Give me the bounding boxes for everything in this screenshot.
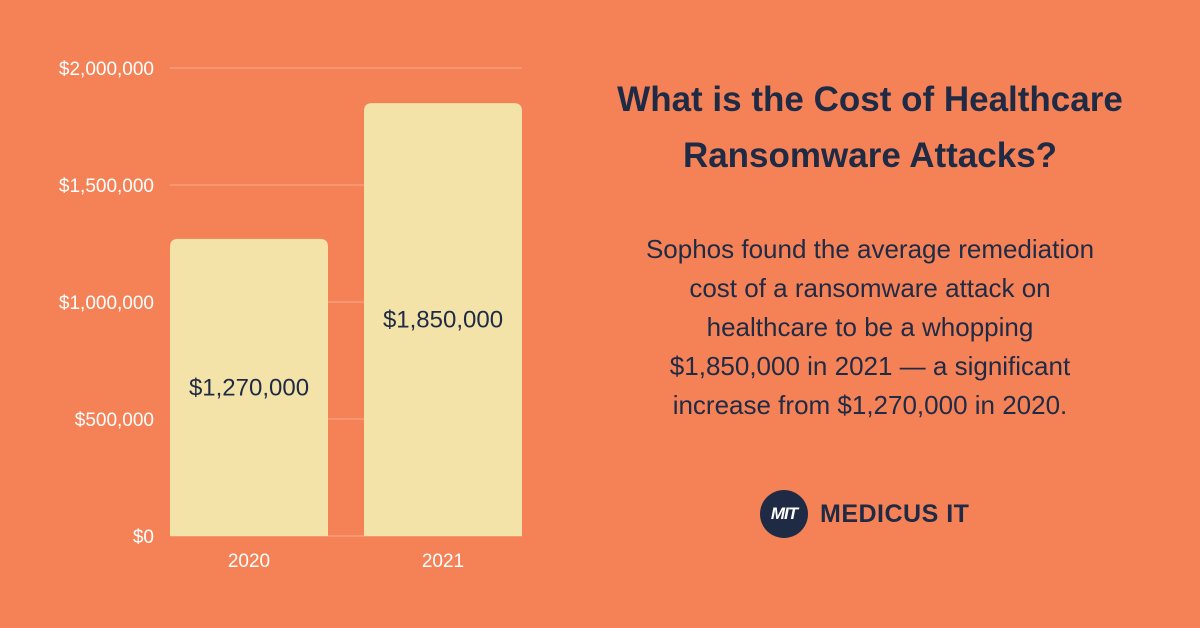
bar-value-label: $1,850,000 bbox=[383, 307, 503, 334]
page-title: What is the Cost of Healthcare Ransomwar… bbox=[560, 72, 1180, 184]
logo-mark-text: MIT bbox=[770, 504, 798, 523]
description-line: cost of a ransomware attack on bbox=[689, 273, 1051, 303]
x-axis-ticks: 2020 2021 bbox=[228, 551, 464, 572]
x-tick-label: 2021 bbox=[422, 551, 464, 572]
y-tick-label: $1,500,000 bbox=[59, 176, 154, 197]
y-tick-label: $500,000 bbox=[75, 410, 154, 431]
brand-name: MEDICUS IT bbox=[820, 499, 970, 528]
y-tick-label: $1,000,000 bbox=[59, 293, 154, 314]
y-tick-label: $2,000,000 bbox=[59, 59, 154, 80]
bar-chart: $0 $500,000 $1,000,000 $1,500,000 $2,000,000… bbox=[59, 59, 522, 572]
logo-mark-icon: MIT bbox=[760, 490, 808, 538]
description-line: healthcare to be a whopping bbox=[706, 312, 1034, 342]
bar-2020 bbox=[170, 238, 328, 536]
description-line: increase from $1,270,000 in 2020. bbox=[672, 390, 1068, 420]
description-line: $1,850,000 in 2021 — a significant bbox=[669, 351, 1071, 381]
bars bbox=[170, 103, 522, 536]
y-axis-ticks: $0 $500,000 $1,000,000 $1,500,000 $2,000,000 bbox=[59, 59, 154, 548]
title-line-1: What is the Cost of Healthcare bbox=[617, 80, 1123, 119]
y-tick-label: $0 bbox=[133, 527, 154, 548]
title-line-2: Ransomware Attacks? bbox=[682, 136, 1058, 175]
bar-value-label: $1,270,000 bbox=[189, 374, 309, 401]
bar-2021 bbox=[364, 103, 522, 536]
x-tick-label: 2020 bbox=[228, 551, 270, 572]
brand-logo: MIT MEDICUS IT bbox=[760, 488, 969, 540]
description-line: Sophos found the average remediation bbox=[645, 234, 1095, 264]
description-text: Sophos found the average remediation cos… bbox=[580, 230, 1160, 425]
data-labels: $1,270,000 $1,850,000 bbox=[189, 307, 503, 402]
